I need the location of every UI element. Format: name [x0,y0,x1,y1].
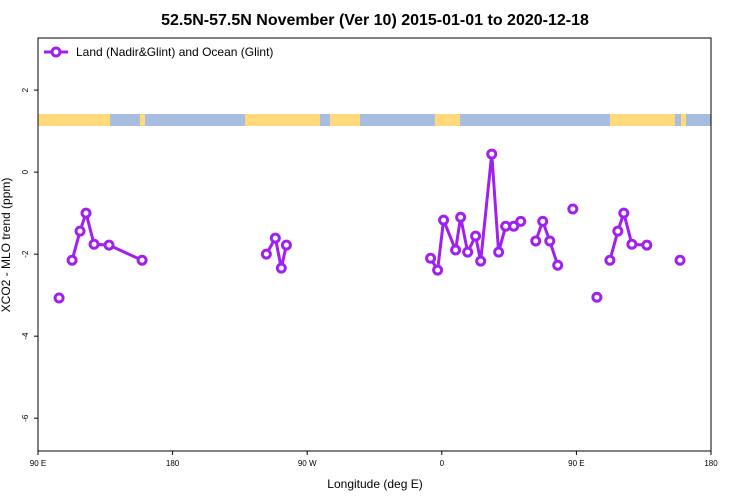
series-line [608,207,647,261]
data-point [260,248,272,260]
y-tick-label: -6 [21,414,30,422]
data-point [432,264,444,276]
data-point [515,215,527,227]
series-line [265,233,288,269]
data-point [537,215,549,227]
data-point [641,239,653,251]
series-line [534,216,560,266]
chart-title: 52.5N-57.5N November (Ver 10) 2015-01-01… [161,12,589,29]
y-tick-label: -4 [21,332,30,340]
data-point [80,207,92,219]
data-point [438,214,450,226]
legend-marker [50,46,62,58]
data-point [53,292,65,304]
data-point [612,225,624,237]
data-point [604,254,616,266]
x-tick-label: 180 [166,459,180,468]
data-point [88,238,100,250]
data-point [136,254,148,266]
data-point [618,207,630,219]
data-point [493,246,505,258]
y-axis-label: XCO2 - MLO trend (ppm) [0,178,13,313]
x-tick-label: 180 [704,459,718,468]
data-point [508,220,520,232]
data-point [552,259,564,271]
data-point [455,211,467,223]
data-point [275,262,287,274]
data-point [626,238,638,250]
data-point [269,232,281,244]
data-point [486,148,498,160]
data-point [544,235,556,247]
data-point [425,252,437,264]
data-point [280,239,292,251]
y-tick-label: 0 [21,169,30,174]
plot-frame [37,37,712,452]
data-point [462,246,474,258]
series-line [70,207,143,262]
x-tick-label: 90 W [298,459,317,468]
y-tick-label: -2 [21,250,30,258]
x-tick-label: 90 E [568,459,584,468]
data-point [674,254,686,266]
data-point [530,235,542,247]
data-point [74,225,86,237]
data-point [66,254,78,266]
series-line [429,153,522,275]
data-point [470,230,482,242]
data-point [567,203,579,215]
data-point [475,255,487,267]
x-tick-label: 0 [440,459,445,468]
data-point [450,244,462,256]
x-tick-label: 90 E [30,459,46,468]
data-point [103,239,115,251]
y-tick-label: 2 [21,87,30,92]
x-axis-label: Longitude (deg E) [327,477,422,491]
data-point [591,291,603,303]
land-ocean-band [38,114,711,126]
legend-label: Land (Nadir&Glint) and Ocean (Glint) [76,45,273,59]
